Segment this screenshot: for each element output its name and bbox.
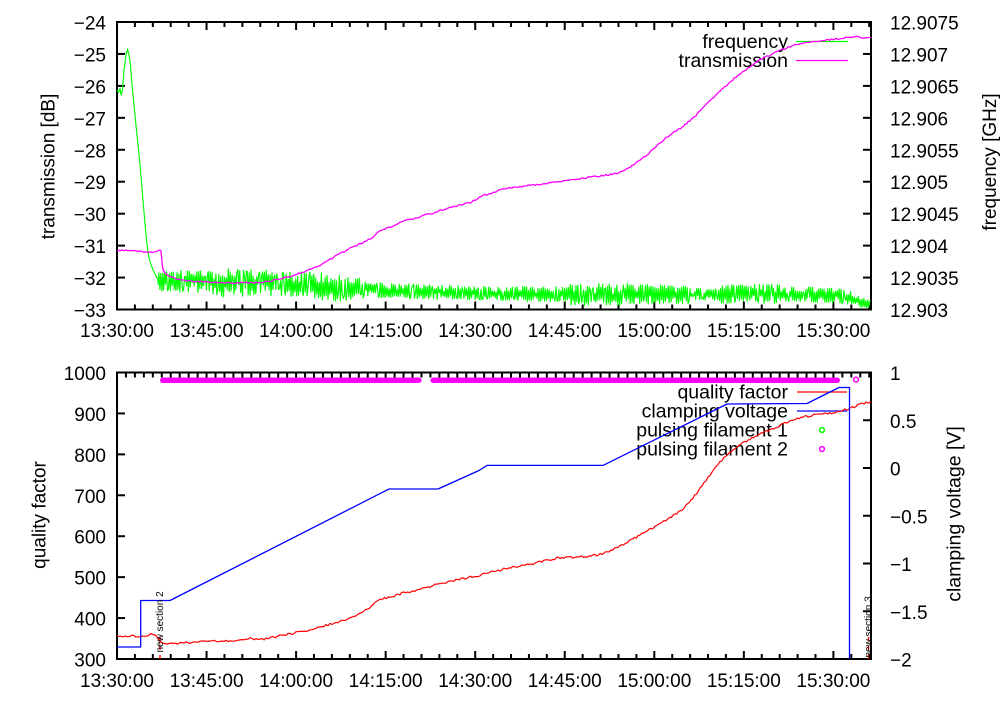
svg-text:14:00:00: 14:00:00 <box>259 671 333 692</box>
svg-text:transmission [dB]: transmission [dB] <box>39 94 60 240</box>
svg-text:400: 400 <box>74 610 106 631</box>
svg-text:14:30:00: 14:30:00 <box>438 671 512 692</box>
svg-text:15:30:00: 15:30:00 <box>796 671 870 692</box>
svg-text:12.9065: 12.9065 <box>890 77 959 98</box>
svg-text:700: 700 <box>74 487 106 508</box>
svg-text:12.904: 12.904 <box>890 237 949 258</box>
svg-text:0: 0 <box>890 460 901 481</box>
svg-text:15:15:00: 15:15:00 <box>707 671 781 692</box>
svg-text:14:15:00: 14:15:00 <box>349 321 423 342</box>
svg-text:−24: −24 <box>74 14 107 35</box>
svg-text:−31: −31 <box>74 237 106 258</box>
svg-text:12.9035: 12.9035 <box>890 269 959 290</box>
svg-text:15:00:00: 15:00:00 <box>617 671 691 692</box>
svg-text:frequency [GHz]: frequency [GHz] <box>980 93 1000 230</box>
svg-text:12.903: 12.903 <box>890 301 948 322</box>
svg-text:13:45:00: 13:45:00 <box>170 671 244 692</box>
svg-text:new section 2: new section 2 <box>155 591 166 653</box>
svg-text:−1: −1 <box>890 555 912 576</box>
svg-text:15:00:00: 15:00:00 <box>617 321 691 342</box>
svg-text:frequency: frequency <box>702 31 788 53</box>
svg-text:1: 1 <box>890 364 901 385</box>
svg-text:pulsing filament 2: pulsing filament 2 <box>636 439 788 461</box>
svg-text:0.5: 0.5 <box>890 412 916 433</box>
svg-text:−28: −28 <box>74 141 106 162</box>
svg-text:14:15:00: 14:15:00 <box>349 671 423 692</box>
svg-text:14:45:00: 14:45:00 <box>528 671 602 692</box>
svg-text:12.906: 12.906 <box>890 109 948 130</box>
svg-text:14:30:00: 14:30:00 <box>438 321 512 342</box>
svg-text:12.905: 12.905 <box>890 173 948 194</box>
svg-text:500: 500 <box>74 569 106 590</box>
svg-text:pulsing filament 1: pulsing filament 1 <box>636 420 788 442</box>
svg-text:−32: −32 <box>74 269 106 290</box>
svg-text:quality factor: quality factor <box>677 382 788 404</box>
svg-text:15:30:00: 15:30:00 <box>796 321 870 342</box>
svg-text:transmission: transmission <box>679 50 788 72</box>
svg-text:15:15:00: 15:15:00 <box>707 321 781 342</box>
svg-text:−1.5: −1.5 <box>890 603 928 624</box>
svg-text:−25: −25 <box>74 45 106 66</box>
svg-text:14:00:00: 14:00:00 <box>259 321 333 342</box>
svg-text:−29: −29 <box>74 173 106 194</box>
svg-text:−26: −26 <box>74 77 106 98</box>
svg-text:−2: −2 <box>890 651 912 672</box>
svg-text:900: 900 <box>74 405 106 426</box>
svg-text:12.907: 12.907 <box>890 45 948 66</box>
svg-text:−0.5: −0.5 <box>890 507 928 528</box>
svg-text:12.9045: 12.9045 <box>890 205 959 226</box>
svg-text:13:45:00: 13:45:00 <box>170 321 244 342</box>
svg-text:300: 300 <box>74 651 106 672</box>
svg-text:new section 3: new section 3 <box>864 596 875 658</box>
svg-text:quality factor: quality factor <box>30 460 51 568</box>
svg-text:12.9055: 12.9055 <box>890 141 959 162</box>
svg-text:clamping voltage [V]: clamping voltage [V] <box>944 426 966 602</box>
svg-text:14:45:00: 14:45:00 <box>528 321 602 342</box>
svg-text:−30: −30 <box>74 205 106 226</box>
svg-text:12.9075: 12.9075 <box>890 14 959 35</box>
svg-text:13:30:00: 13:30:00 <box>80 321 154 342</box>
svg-text:−27: −27 <box>74 109 106 130</box>
svg-text:600: 600 <box>74 528 106 549</box>
svg-text:13:30:00: 13:30:00 <box>80 671 154 692</box>
svg-text:clamping voltage: clamping voltage <box>642 401 788 423</box>
svg-text:1000: 1000 <box>64 364 106 385</box>
svg-text:−33: −33 <box>74 301 106 322</box>
svg-text:800: 800 <box>74 446 106 467</box>
